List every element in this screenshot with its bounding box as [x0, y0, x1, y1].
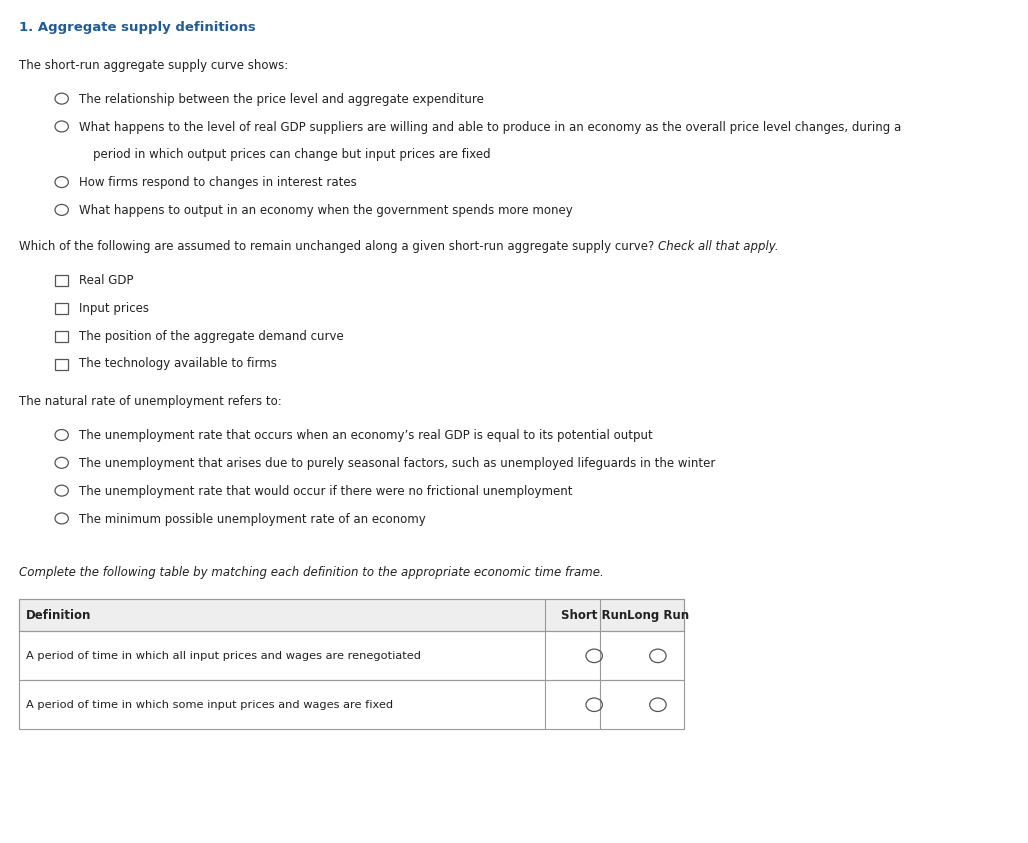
- Text: Input prices: Input prices: [79, 302, 149, 314]
- Text: The relationship between the price level and aggregate expenditure: The relationship between the price level…: [79, 93, 484, 105]
- Text: What happens to output in an economy when the government spends more money: What happens to output in an economy whe…: [79, 204, 573, 217]
- Text: The position of the aggregate demand curve: The position of the aggregate demand cur…: [79, 330, 344, 342]
- Text: Complete the following table by matching each definition to the appropriate econ: Complete the following table by matching…: [19, 566, 603, 578]
- Text: How firms respond to changes in interest rates: How firms respond to changes in interest…: [79, 176, 357, 189]
- Text: Check all that apply.: Check all that apply.: [658, 240, 778, 253]
- Text: period in which output prices can change but input prices are fixed: period in which output prices can change…: [93, 148, 490, 161]
- Text: The short-run aggregate supply curve shows:: The short-run aggregate supply curve sho…: [19, 59, 288, 72]
- Text: Real GDP: Real GDP: [79, 274, 134, 287]
- Bar: [19, 599, 684, 729]
- Text: 1. Aggregate supply definitions: 1. Aggregate supply definitions: [19, 21, 255, 34]
- Text: The technology available to firms: The technology available to firms: [79, 357, 277, 370]
- Text: What happens to the level of real GDP suppliers are willing and able to produce : What happens to the level of real GDP su…: [79, 121, 902, 133]
- Bar: [56, 331, 68, 342]
- Text: A period of time in which all input prices and wages are renegotiated: A period of time in which all input pric…: [26, 651, 420, 661]
- Bar: [56, 303, 68, 314]
- Text: Which of the following are assumed to remain unchanged along a given short-run a: Which of the following are assumed to re…: [19, 240, 658, 253]
- Text: The unemployment rate that would occur if there were no frictional unemployment: The unemployment rate that would occur i…: [79, 485, 573, 497]
- Text: The unemployment rate that occurs when an economy’s real GDP is equal to its pot: The unemployment rate that occurs when a…: [79, 429, 653, 442]
- Text: A period of time in which some input prices and wages are fixed: A period of time in which some input pri…: [26, 700, 393, 710]
- Bar: [19, 599, 684, 631]
- Text: The minimum possible unemployment rate of an economy: The minimum possible unemployment rate o…: [79, 513, 426, 525]
- Bar: [56, 359, 68, 370]
- Text: The natural rate of unemployment refers to:: The natural rate of unemployment refers …: [19, 395, 282, 408]
- Text: The unemployment that arises due to purely seasonal factors, such as unemployed : The unemployment that arises due to pure…: [79, 457, 715, 470]
- Text: Definition: Definition: [26, 609, 91, 622]
- Text: Short Run: Short Run: [561, 609, 627, 622]
- Text: Long Run: Long Run: [627, 609, 689, 622]
- Bar: [56, 276, 68, 287]
